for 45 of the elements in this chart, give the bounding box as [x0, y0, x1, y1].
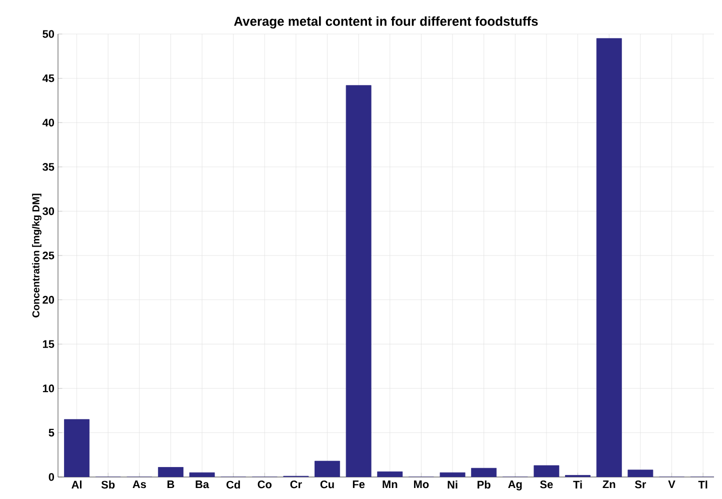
x-tick-label: Ni: [448, 480, 458, 488]
x-tick-label: Se: [540, 480, 553, 488]
bar: [64, 419, 90, 477]
x-tick-label: Zn: [602, 480, 616, 488]
y-tick-label: 35: [42, 163, 54, 171]
y-tick-label: 5: [48, 428, 54, 437]
x-tick-label: Mo: [414, 480, 429, 488]
x-tick-label: Al: [72, 480, 82, 488]
x-tick-label: Cr: [290, 480, 302, 488]
chart-title: Average metal content in four different foodstuffs: [234, 16, 538, 28]
x-tick-label: Sb: [101, 480, 115, 489]
x-tick-label: Ba: [196, 480, 210, 488]
x-tick-label: B: [168, 480, 174, 488]
bar: [628, 470, 654, 477]
bar: [534, 465, 560, 477]
bar: [471, 468, 497, 477]
y-axis-title: Concentration [mg/kg DM]: [32, 194, 42, 318]
y-tick-label: 15: [42, 340, 54, 348]
y-tick-label: 45: [42, 74, 54, 82]
y-tick-label: 40: [42, 118, 54, 126]
x-tick-label: Tl: [698, 480, 708, 488]
y-tick-label: 25: [42, 252, 54, 260]
y-tick-label: 50: [42, 30, 54, 38]
bar: [346, 85, 372, 477]
bar: [158, 467, 184, 477]
x-tick-label: As: [132, 480, 146, 488]
bar: [440, 472, 466, 477]
bar: [189, 472, 215, 477]
x-tick-label: Cd: [226, 480, 240, 489]
x-tick-label: V: [668, 480, 676, 488]
x-tick-label: Pb: [478, 480, 490, 489]
x-tick-label: Ag: [508, 480, 522, 490]
x-tick-label: Ti: [573, 480, 582, 488]
y-tick-label: 20: [42, 296, 54, 304]
x-tick-label: Fe: [352, 480, 365, 488]
bar: [314, 460, 340, 477]
y-tick-label: 30: [42, 207, 54, 216]
y-tick-label: 10: [42, 384, 54, 392]
x-tick-label: Co: [258, 480, 272, 488]
bar: [377, 471, 403, 477]
x-tick-label: Mn: [382, 480, 398, 488]
x-tick-label: Cu: [320, 480, 334, 488]
y-tick-label: 0: [48, 473, 54, 481]
x-tick-label: Sr: [634, 480, 646, 488]
bar: [596, 38, 622, 477]
